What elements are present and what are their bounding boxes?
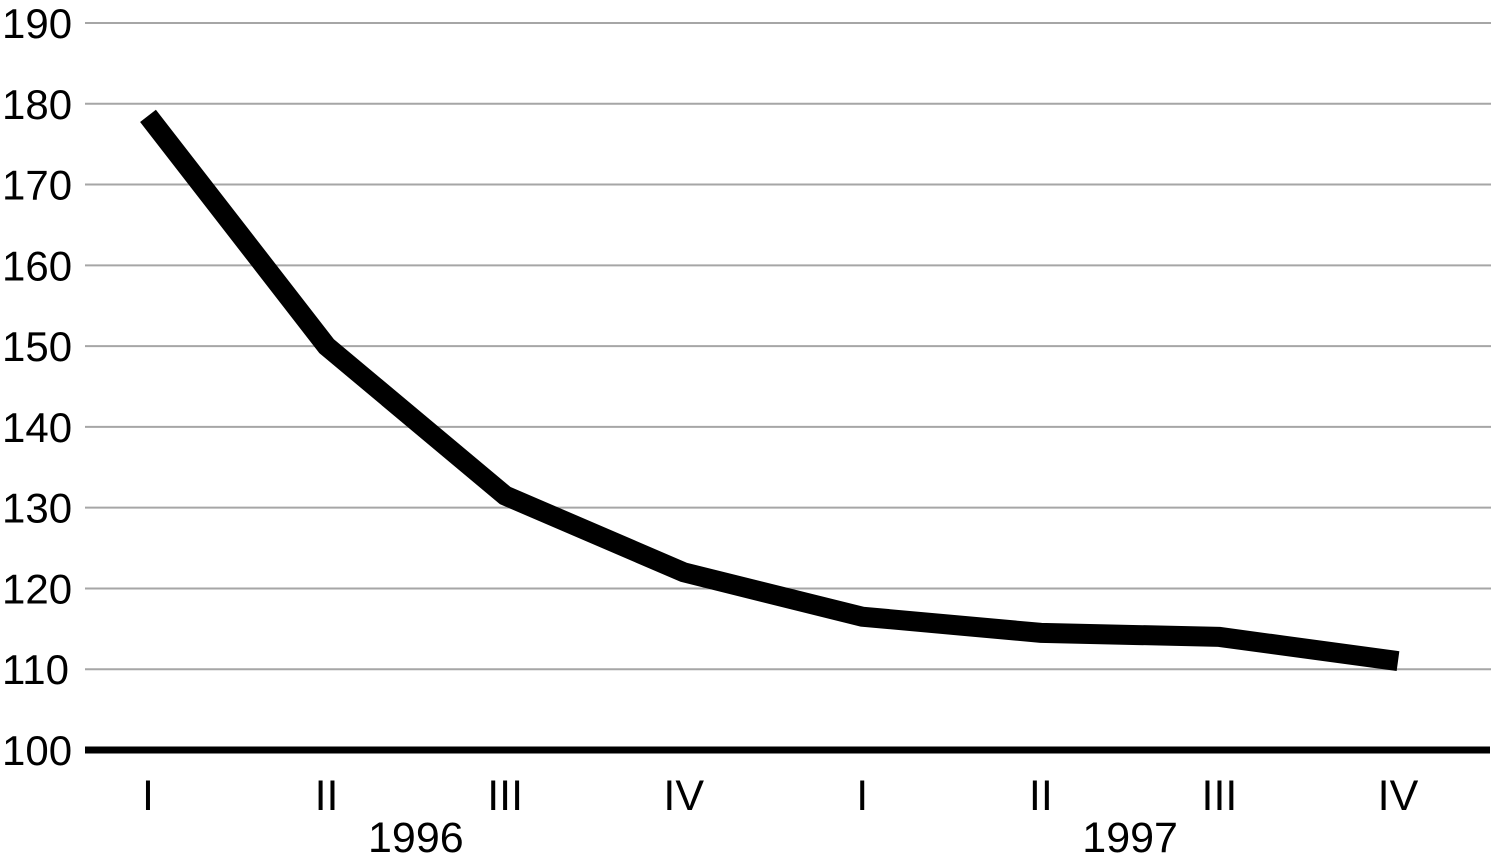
y-tick-label: 180 — [2, 81, 72, 128]
x-tick-label: I — [142, 772, 154, 820]
y-axis-labels-group: 100 110 120 130 140 150 160 170 180 190 — [2, 0, 72, 774]
x-tick-label: I — [856, 772, 868, 820]
y-tick-label: 160 — [2, 242, 72, 289]
data-series-group — [140, 109, 1400, 672]
x-tick-label: II — [315, 772, 339, 820]
y-tick-label: 140 — [2, 404, 72, 451]
x-tick-label: III — [1202, 772, 1238, 820]
x-tick-label: II — [1029, 772, 1053, 820]
x-tick-label: IV — [663, 772, 704, 820]
y-tick-label: 110 — [2, 646, 69, 693]
x-tick-label: III — [487, 772, 523, 820]
y-tick-label: 130 — [2, 485, 72, 532]
year-label: 1997 — [1082, 814, 1178, 856]
y-tick-label: 150 — [2, 323, 72, 370]
y-tick-label: 190 — [2, 0, 72, 47]
x-tick-label: IV — [1378, 772, 1419, 820]
year-label: 1996 — [368, 814, 464, 856]
y-tick-label: 120 — [2, 565, 72, 612]
y-tick-label: 170 — [2, 162, 72, 209]
y-tick-label: 100 — [2, 727, 72, 774]
data-line — [140, 109, 1400, 672]
